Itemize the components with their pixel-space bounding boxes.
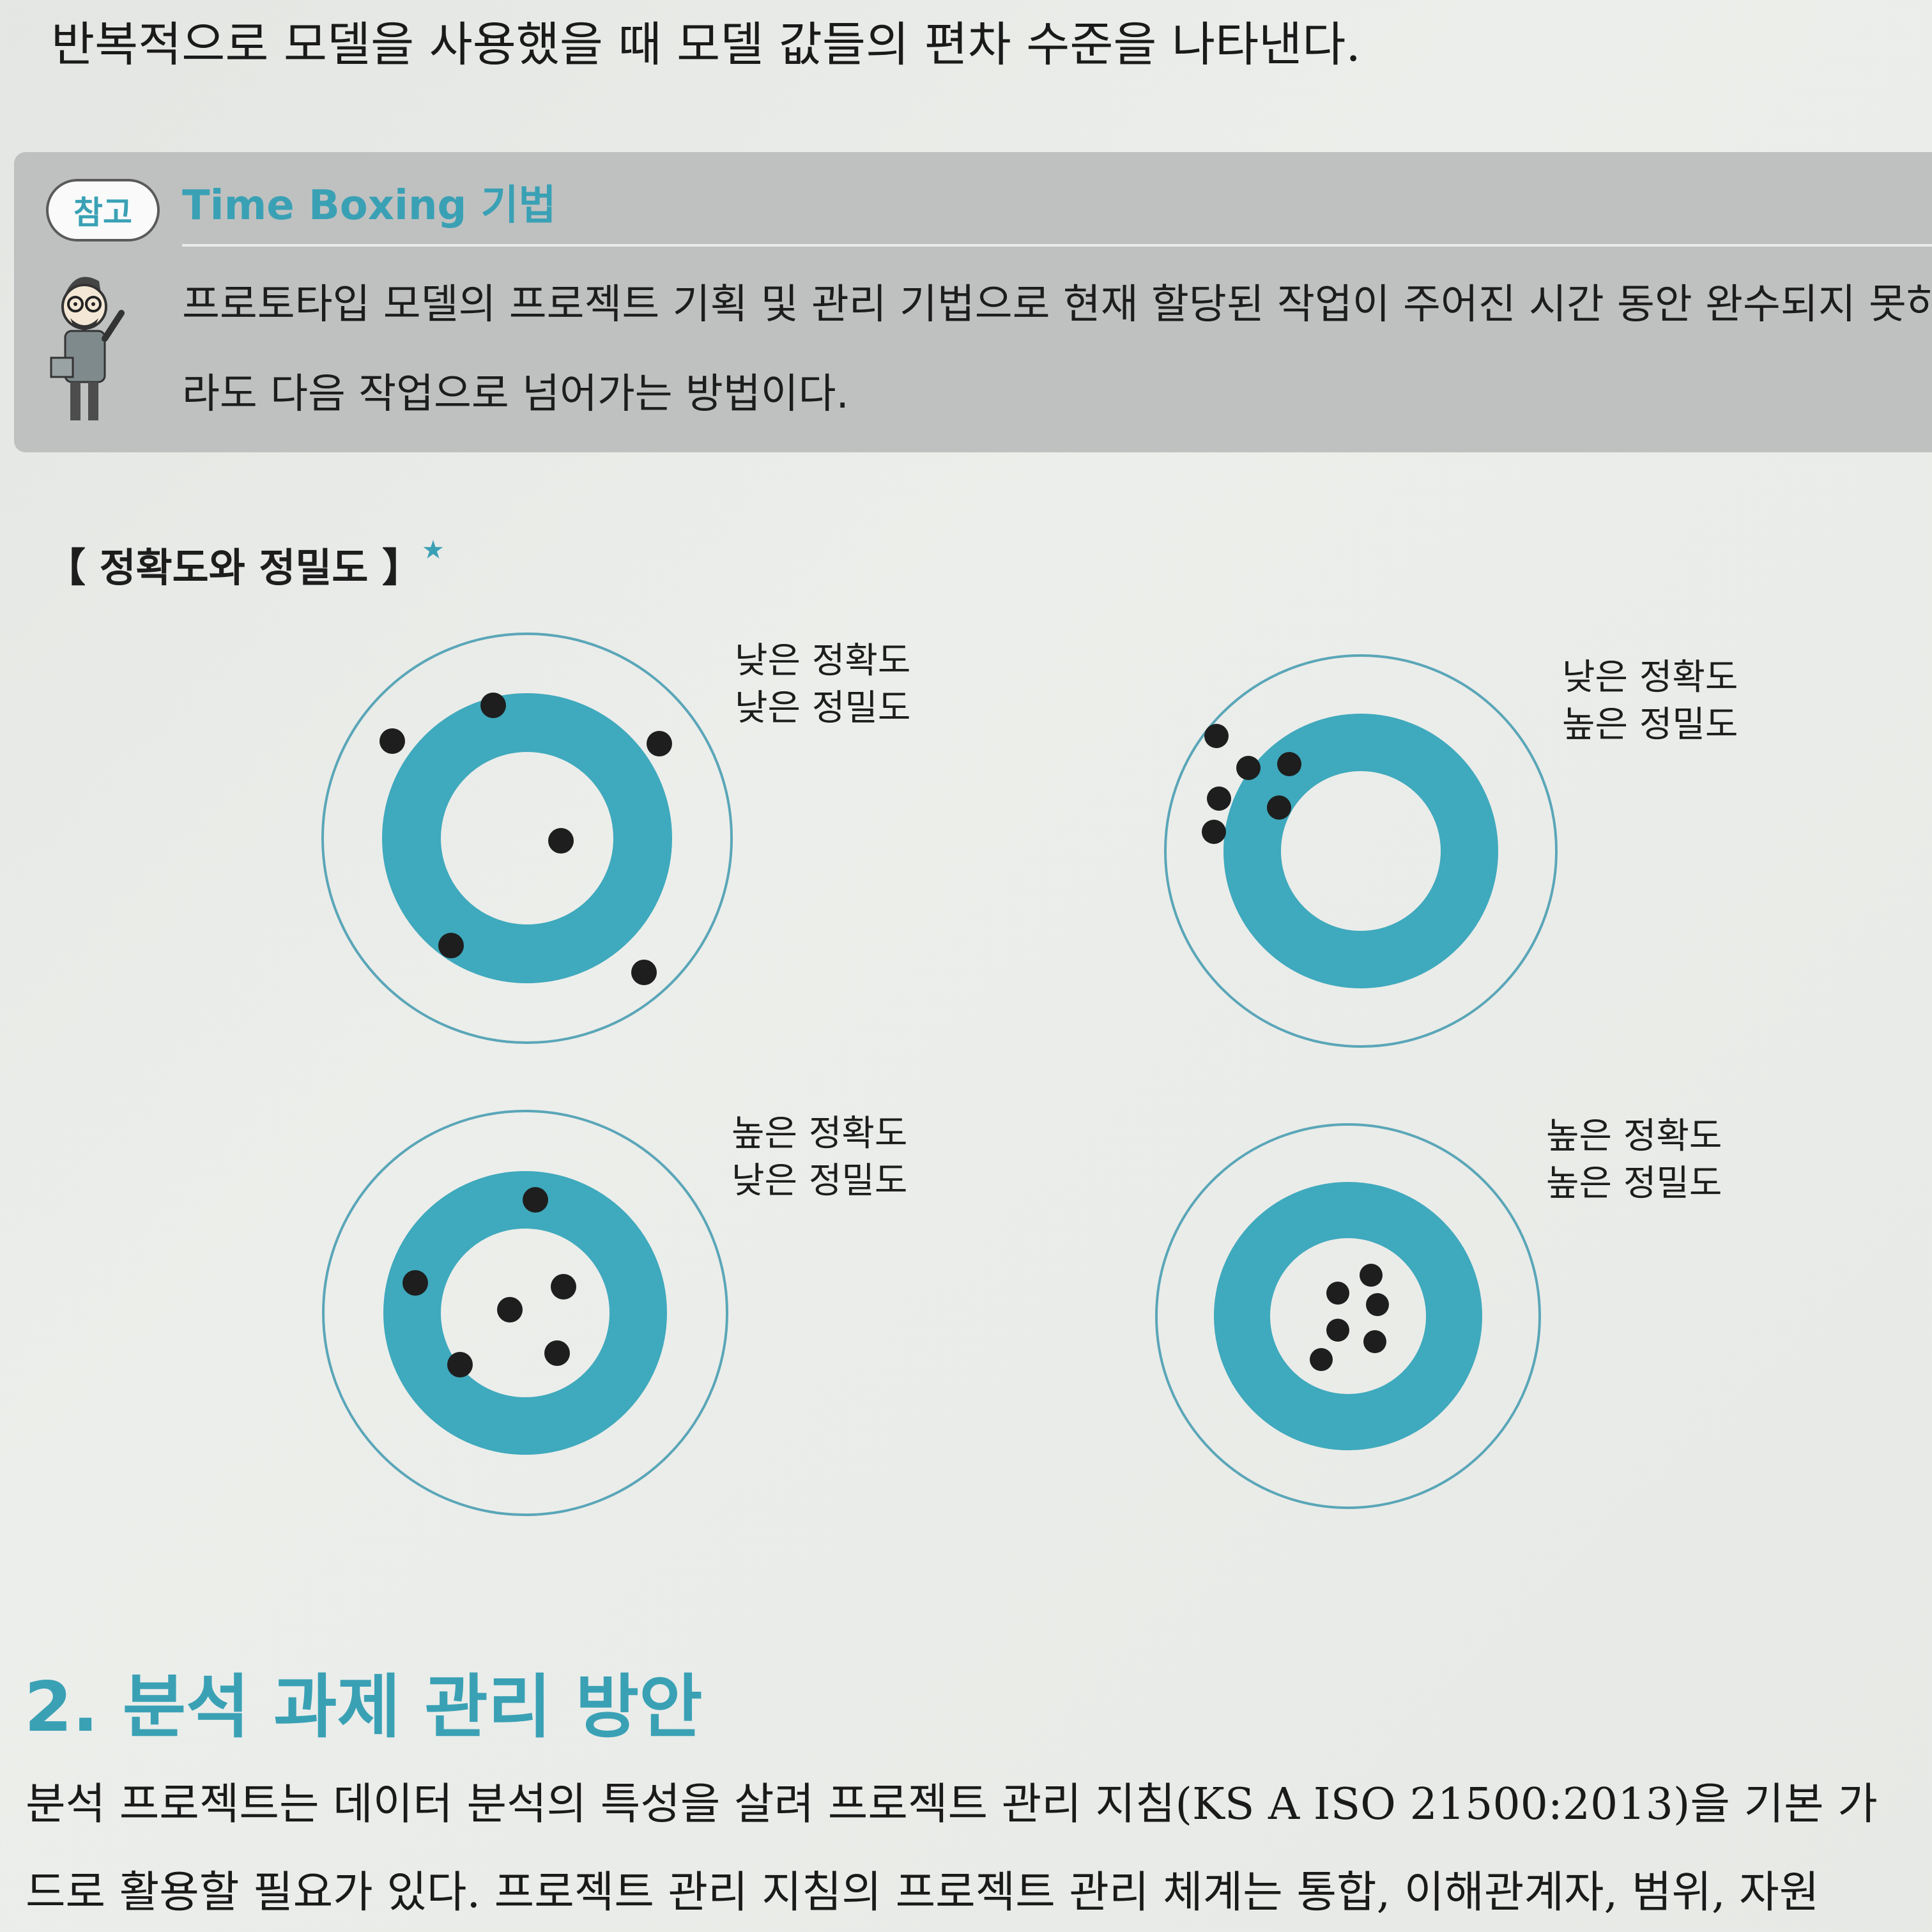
intro-text: 반복적으로 모델을 사용했을 때 모델 값들의 편차 수준을 나타낸다. — [51, 17, 1361, 72]
teacher-illustration-icon — [50, 277, 125, 420]
shot-dots — [1310, 1264, 1389, 1371]
target-label-line: 낮은 정밀도 — [735, 687, 911, 729]
importance-star: ★ — [422, 535, 445, 565]
note-title: Time Boxing 기법 — [182, 182, 556, 229]
target-outline — [1155, 1123, 1541, 1509]
target-outline — [322, 1110, 728, 1516]
target-low-accuracy-high-precision — [1164, 654, 1558, 1048]
shot-dots — [1202, 724, 1301, 844]
target-outline — [321, 632, 733, 1044]
target-label-2: 낮은 정확도 높은 정밀도 — [1562, 654, 1738, 749]
target-label-line: 높은 정확도 — [1546, 1116, 1722, 1157]
target-ring — [383, 1171, 667, 1455]
reference-note-box — [14, 152, 1932, 452]
target-label-3: 높은 정확도 낮은 정밀도 — [732, 1110, 907, 1205]
shot-dots — [402, 1187, 576, 1377]
figure-title-text: 【 정확도와 정밀도 】 — [46, 544, 422, 591]
target-ring — [1214, 1182, 1482, 1450]
shot-dots — [379, 693, 672, 985]
target-label-4: 높은 정확도 높은 정밀도 — [1546, 1113, 1722, 1208]
target-label-line: 높은 정확도 — [732, 1113, 908, 1154]
section-text-line-2: 드로 활용할 필요가 있다. 프로젝트 관리 지침의 프로젝트 관리 체계는 통… — [26, 1867, 1820, 1918]
target-label-line: 높은 정밀도 — [1562, 704, 1738, 746]
target-low-accuracy-low-precision — [321, 632, 733, 1044]
target-outline — [1164, 654, 1558, 1048]
section-text-line-1: 분석 프로젝트는 데이터 분석의 특성을 살려 프로젝트 관리 지침(KS A … — [26, 1779, 1878, 1830]
target-label-line: 낮은 정확도 — [1562, 657, 1738, 698]
figure-title: 【 정확도와 정밀도 】★ — [46, 535, 445, 593]
reference-badge: 참고 — [46, 179, 160, 241]
note-divider — [182, 244, 1932, 247]
note-text-line-2: 라도 다음 작업으로 넘어가는 방법이다. — [182, 371, 849, 418]
target-label-line: 낮은 정밀도 — [732, 1160, 908, 1202]
target-label-line: 높은 정밀도 — [1546, 1163, 1722, 1204]
target-high-accuracy-high-precision — [1155, 1123, 1541, 1509]
target-label-1: 낮은 정확도 낮은 정밀도 — [735, 638, 910, 732]
target-label-line: 낮은 정확도 — [735, 640, 911, 682]
target-ring — [1223, 714, 1498, 988]
target-ring — [382, 693, 672, 983]
note-text-line-1: 프로토타입 모델의 프로젝트 기획 및 관리 기법으로 현재 할당된 작업이 주… — [182, 281, 1932, 328]
target-high-accuracy-low-precision — [322, 1110, 728, 1516]
section-heading: 2. 분석 과제 관리 방안 — [24, 1667, 703, 1747]
